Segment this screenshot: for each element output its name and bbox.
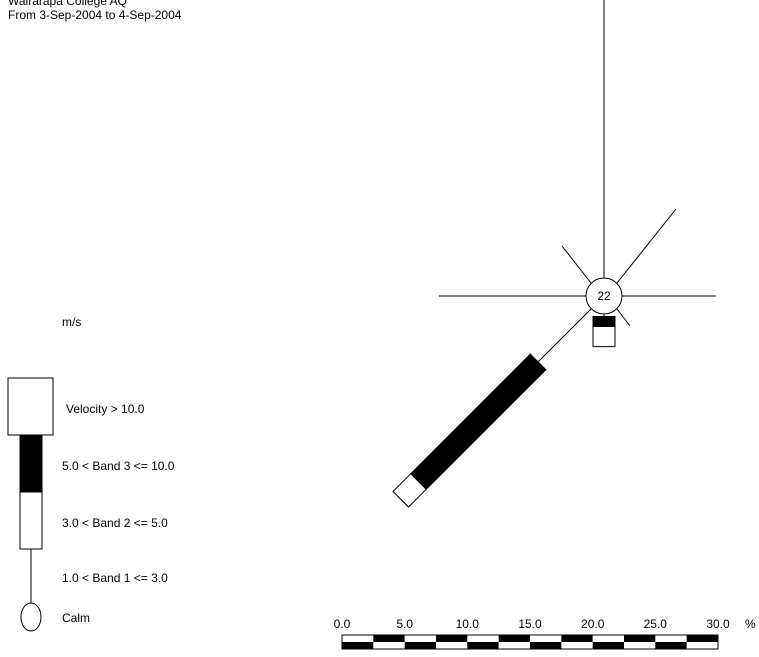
scale-cell xyxy=(530,642,562,649)
scale-cell xyxy=(624,635,656,642)
site-title: Wairarapa College AQ xyxy=(8,0,127,8)
scale-tick-label: 10.0 xyxy=(456,617,480,631)
scale-cell xyxy=(467,642,499,649)
bar-225-velocity xyxy=(392,473,427,508)
legend-label-band3: 5.0 < Band 3 <= 10.0 xyxy=(62,459,175,473)
scale-cell xyxy=(561,635,593,642)
scale-cell xyxy=(592,642,624,649)
scale-tick-label: 15.0 xyxy=(518,617,542,631)
legend-swatch-velocity xyxy=(7,377,54,436)
scale-tick-label: 20.0 xyxy=(581,617,605,631)
legend-label-velocity: Velocity > 10.0 xyxy=(66,402,145,416)
scale-cell xyxy=(373,635,405,642)
calm-circle xyxy=(585,277,623,315)
scale-cell xyxy=(655,642,687,649)
scale-cell xyxy=(686,635,718,642)
legend-label-calm: Calm xyxy=(62,611,90,625)
scale-unit: % xyxy=(745,617,756,631)
spoke-southeast xyxy=(616,308,631,327)
percent-scale-bar: 0.0 5.0 10.0 15.0 20.0 25.0 30.0 % xyxy=(334,617,756,650)
scale-tick-label: 0.0 xyxy=(334,617,351,631)
scale-cell xyxy=(342,642,374,649)
scale-tick-label: 5.0 xyxy=(396,617,413,631)
date-range: From 3-Sep-2004 to 4-Sep-2004 xyxy=(8,8,182,22)
legend-swatch-calm xyxy=(20,602,42,632)
legend: m/s Velocity > 10.0 5.0 < Band 3 <= 10.0… xyxy=(7,315,175,632)
direction-bars xyxy=(392,308,616,508)
legend-label-band2: 3.0 < Band 2 <= 5.0 xyxy=(62,516,168,530)
legend-swatch-band3 xyxy=(19,434,43,493)
bar-225-band1 xyxy=(537,308,592,363)
scale-tick-label: 25.0 xyxy=(644,617,668,631)
spoke-northwest xyxy=(561,245,592,284)
legend-unit: m/s xyxy=(62,315,81,329)
legend-swatch-band2 xyxy=(19,491,43,550)
scale-tick-label: 30.0 xyxy=(706,617,730,631)
scale-cell xyxy=(498,635,530,642)
legend-label-band1: 1.0 < Band 1 <= 3.0 xyxy=(62,571,168,585)
spoke-northeast xyxy=(616,208,677,284)
bar-225-band3 xyxy=(409,353,547,491)
scale-cell xyxy=(436,635,468,642)
direction-spokes xyxy=(439,0,716,327)
bar-180-band3 xyxy=(592,316,616,327)
scale-cell xyxy=(404,642,436,649)
calm-percent-label: 22 xyxy=(597,289,611,303)
bar-180-velocity xyxy=(592,326,616,348)
